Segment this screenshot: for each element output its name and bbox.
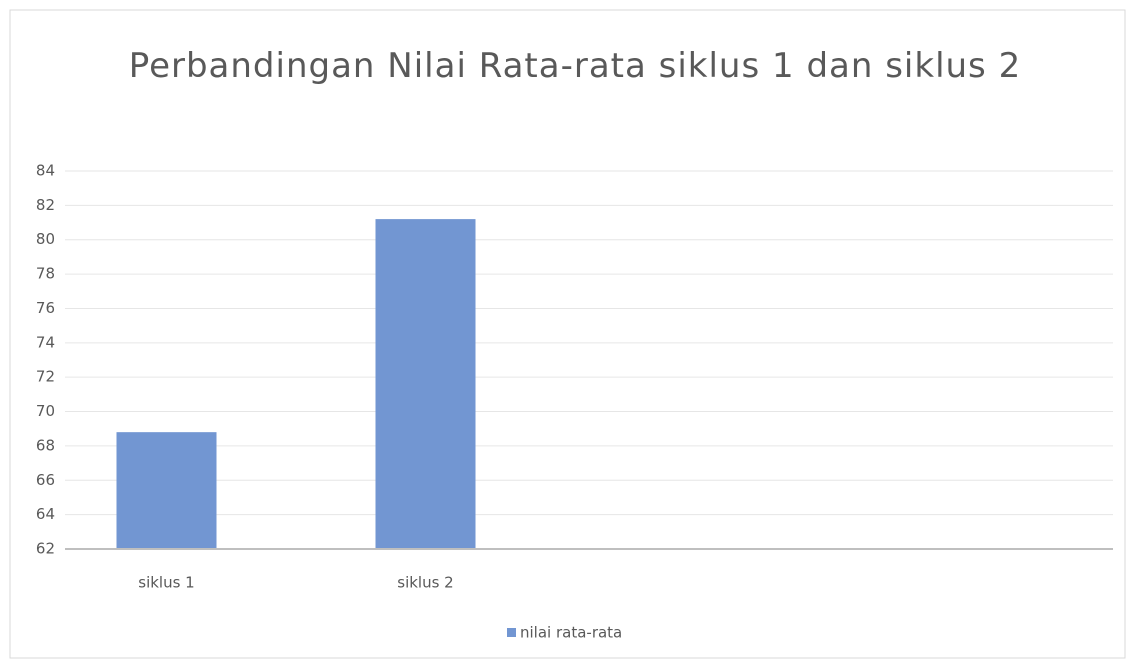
chart-border <box>9 9 1126 659</box>
y-tick-label: 68 <box>36 436 55 454</box>
y-tick-label: 76 <box>36 299 55 317</box>
y-tick-label: 70 <box>36 402 55 420</box>
legend-swatch <box>507 628 516 637</box>
x-tick-label: siklus 2 <box>397 574 453 592</box>
y-tick-label: 84 <box>36 162 55 180</box>
y-tick-label: 74 <box>36 333 55 351</box>
y-tick-label: 78 <box>36 265 55 283</box>
y-tick-label: 80 <box>36 230 55 248</box>
y-tick-label: 62 <box>36 540 55 558</box>
y-tick-label: 82 <box>36 196 55 214</box>
y-tick-label: 72 <box>36 368 55 386</box>
legend-label: nilai rata-rata <box>520 624 622 642</box>
chart-title: Perbandingan Nilai Rata-rata siklus 1 da… <box>128 46 1022 86</box>
y-tick-label: 66 <box>36 471 55 489</box>
bar <box>116 432 217 549</box>
bar <box>375 219 476 550</box>
x-tick-label: siklus 1 <box>138 574 194 592</box>
y-tick-label: 64 <box>36 505 55 523</box>
